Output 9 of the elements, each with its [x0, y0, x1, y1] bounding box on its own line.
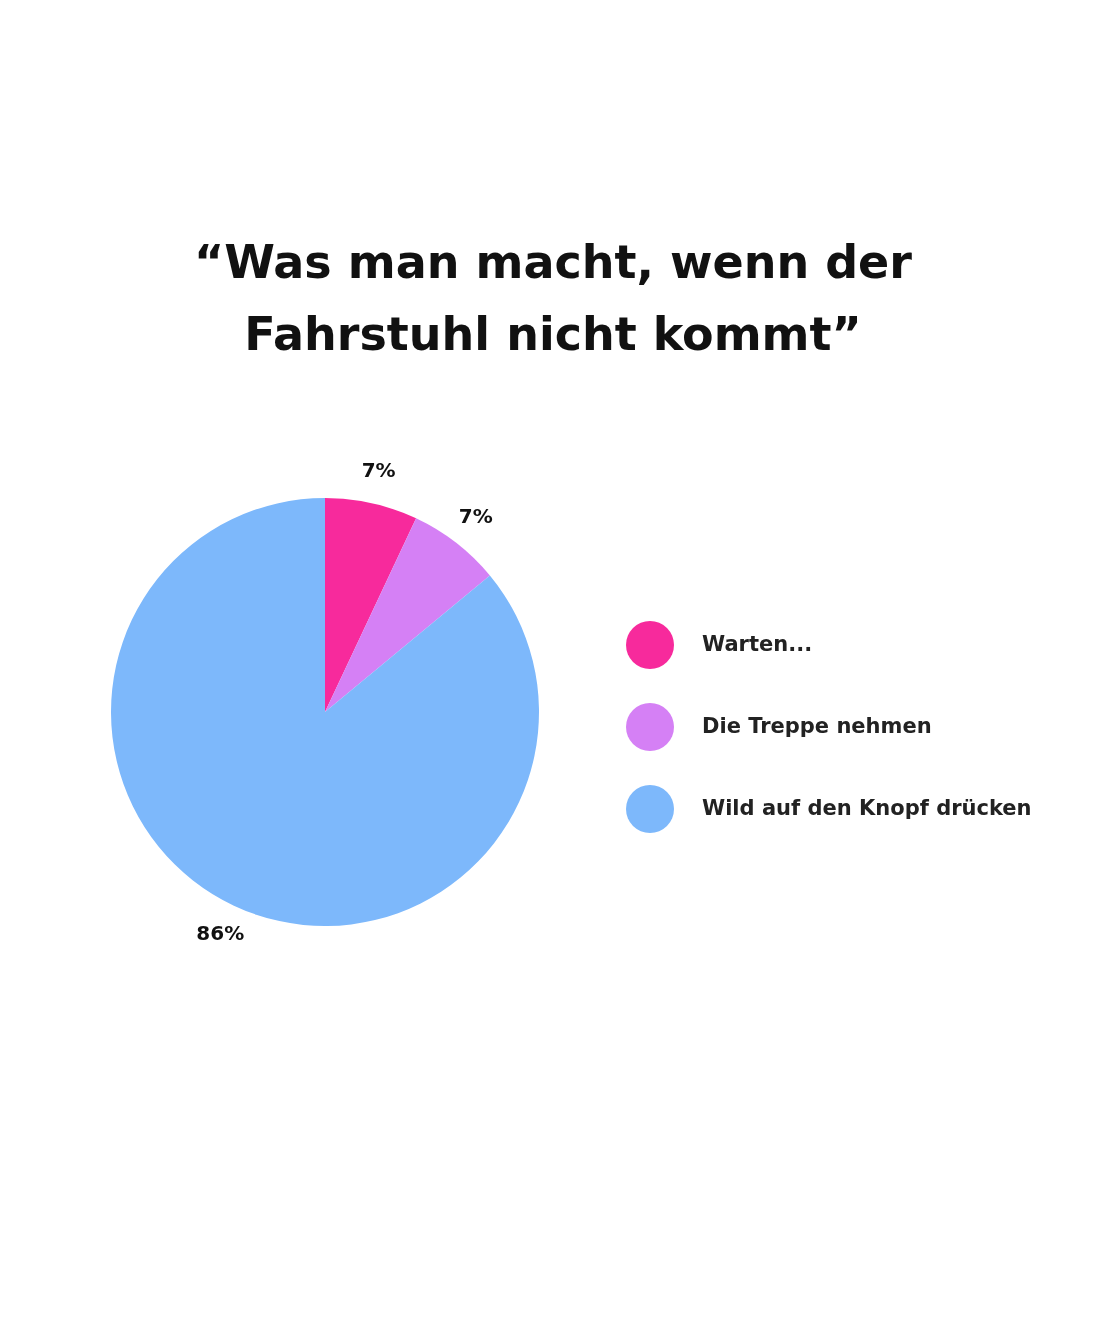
data-label: 86% [196, 921, 245, 946]
legend-label: Warten... [702, 632, 813, 656]
pie-slice [325, 498, 417, 712]
chart-title: “Was man macht, wenn der Fahrstuhl nicht kommt” [194, 235, 913, 361]
data-label: 7% [361, 458, 396, 483]
legend-label: Wild auf den Knopf drücken [702, 796, 1032, 820]
pie-slice [111, 498, 539, 926]
data-label: 7% [458, 504, 493, 529]
legend-label: Die Treppe nehmen [702, 714, 932, 738]
